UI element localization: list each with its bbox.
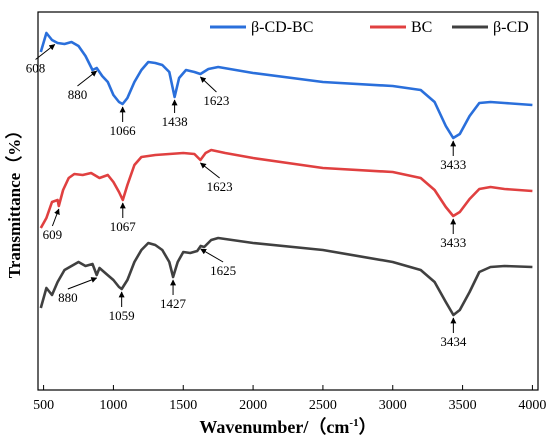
annotation-arrow xyxy=(199,76,217,93)
annotation-label: 1623 xyxy=(203,93,229,108)
annotation-arrow xyxy=(200,248,224,263)
x-tick-label: 2000 xyxy=(239,398,267,413)
y-axis-title: Transmittance（%） xyxy=(4,122,24,278)
annotation-arrow xyxy=(51,208,60,227)
annotation-label: 608 xyxy=(26,61,46,76)
x-tick-label: 1000 xyxy=(99,398,127,413)
annotation-label: 3434 xyxy=(440,334,467,349)
annotation-label: 1623 xyxy=(207,179,233,194)
x-tick-label: 3000 xyxy=(379,398,407,413)
x-axis-title-superscript: -1 xyxy=(349,417,358,429)
series-line-2 xyxy=(39,236,533,317)
legend: β-CD-BC BC β-CD xyxy=(210,19,529,36)
annotation-label: 1427 xyxy=(160,296,187,311)
x-axis-title-close: ） xyxy=(359,417,377,437)
x-axis-title-main: Wavenumber/（cm xyxy=(199,417,349,437)
x-axis-ticks: 500 1000 1500 2000 2500 3000 3500 4000 xyxy=(33,385,546,413)
annotation-arrow xyxy=(199,162,220,179)
annotation-label: 1059 xyxy=(109,308,135,323)
x-tick-label: 500 xyxy=(33,398,54,413)
annotation-label: 3433 xyxy=(440,157,466,172)
series-line-1 xyxy=(39,148,533,229)
annotation-layer: 608 880 1066 1438 1623 3433 609 1067 1623 3433 880… xyxy=(26,44,467,349)
legend-label-0: β-CD-BC xyxy=(251,19,313,36)
annotation-label: 1066 xyxy=(110,123,137,138)
annotation-label: 1625 xyxy=(210,263,236,278)
annotation-label: 3433 xyxy=(440,235,466,250)
x-tick-label: 2500 xyxy=(309,398,337,413)
annotation-arrow xyxy=(67,277,98,290)
annotation-arrow xyxy=(77,70,98,87)
series-layer xyxy=(39,31,533,317)
x-tick-label: 3500 xyxy=(449,398,477,413)
annotation-arrow xyxy=(35,44,56,60)
annotation-label: 609 xyxy=(43,227,63,242)
plot-frame xyxy=(37,11,539,391)
annotation-label: 880 xyxy=(68,87,88,102)
legend-label-1: BC xyxy=(411,19,432,36)
x-tick-label: 4000 xyxy=(518,398,546,413)
annotation-label: 880 xyxy=(58,290,78,305)
legend-label-2: β-CD xyxy=(493,19,529,36)
series-line-0 xyxy=(39,31,533,140)
x-tick-label: 1500 xyxy=(169,398,197,413)
annotation-label: 1438 xyxy=(162,114,188,129)
x-axis-title: Wavenumber/（cm-1） xyxy=(199,417,376,437)
annotation-label: 1067 xyxy=(110,219,137,234)
